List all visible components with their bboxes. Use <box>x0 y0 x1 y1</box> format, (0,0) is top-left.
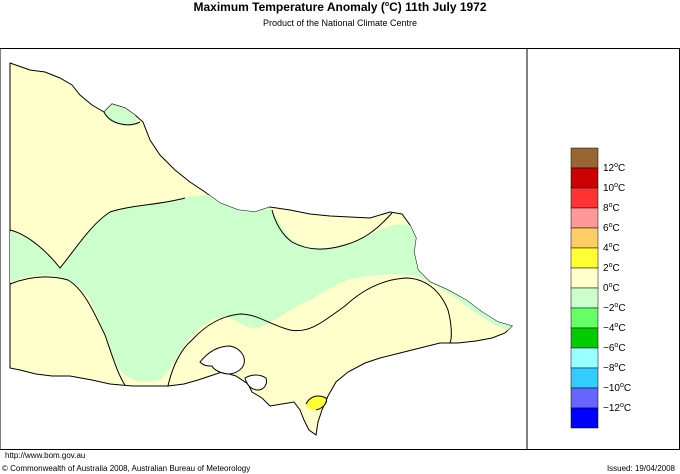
legend-swatch <box>570 207 599 229</box>
legend-swatch <box>570 387 599 409</box>
port-phillip-bay <box>199 345 245 375</box>
legend-label: 6oC <box>603 222 620 234</box>
legend-swatch <box>570 267 599 289</box>
legend-swatch-top <box>570 147 599 169</box>
legend-swatch <box>570 327 599 349</box>
cool-anomaly-pocket <box>104 104 138 125</box>
map-title: Maximum Temperature Anomaly (oC) 11th Ju… <box>193 0 487 14</box>
map-legend: 12oC 10oC 8oC 6oC 4oC 2oC 0oC −2oC −4oC −6oC −8oC −… <box>570 147 631 429</box>
legend-label: −4oC <box>603 322 626 334</box>
contour-north-east <box>271 209 393 250</box>
map-subtitle: Product of the National Climate Centre <box>262 18 418 28</box>
legend-swatch <box>570 227 599 249</box>
source-url[interactable]: http://www.bom.gov.au <box>5 451 86 460</box>
contour-prom-pocket <box>305 395 327 411</box>
cool-anomaly-band <box>10 194 512 382</box>
legend-label: 4oC <box>603 242 620 254</box>
legend-swatch <box>570 307 599 329</box>
legend-label: 10oC <box>603 182 625 194</box>
legend-swatch <box>570 167 599 189</box>
legend-label: −12oC <box>603 402 631 414</box>
legend-swatch <box>570 407 599 429</box>
western-port <box>244 374 267 391</box>
contour-north <box>9 197 186 269</box>
legend-swatch <box>570 247 599 269</box>
legend-swatch <box>570 347 599 369</box>
warm-anomaly-pocket <box>306 396 327 410</box>
legend-label: 12oC <box>603 162 625 174</box>
legend-label: −10oC <box>603 382 631 394</box>
contour-south <box>9 276 126 386</box>
victoria-map <box>9 62 513 436</box>
legend-label: 8oC <box>603 202 620 214</box>
legend-swatch <box>570 287 599 309</box>
legend-label: −6oC <box>603 342 626 354</box>
legend-label: −2oC <box>603 302 626 314</box>
issued-date: Issued: 19/04/2008 <box>606 464 675 473</box>
legend-label: 0oC <box>603 282 620 294</box>
contour-south-central <box>167 277 452 387</box>
copyright-note: © Commonwealth of Australia 2008, Austra… <box>2 464 251 473</box>
legend-label: 2oC <box>603 262 620 274</box>
contour-top-pocket <box>103 111 141 126</box>
legend-swatch <box>570 367 599 389</box>
legend-swatch <box>570 187 599 209</box>
map-frame: 12oC 10oC 8oC 6oC 4oC 2oC 0oC −2oC −4oC −6oC −8oC −… <box>0 48 680 450</box>
legend-label: −8oC <box>603 362 626 374</box>
